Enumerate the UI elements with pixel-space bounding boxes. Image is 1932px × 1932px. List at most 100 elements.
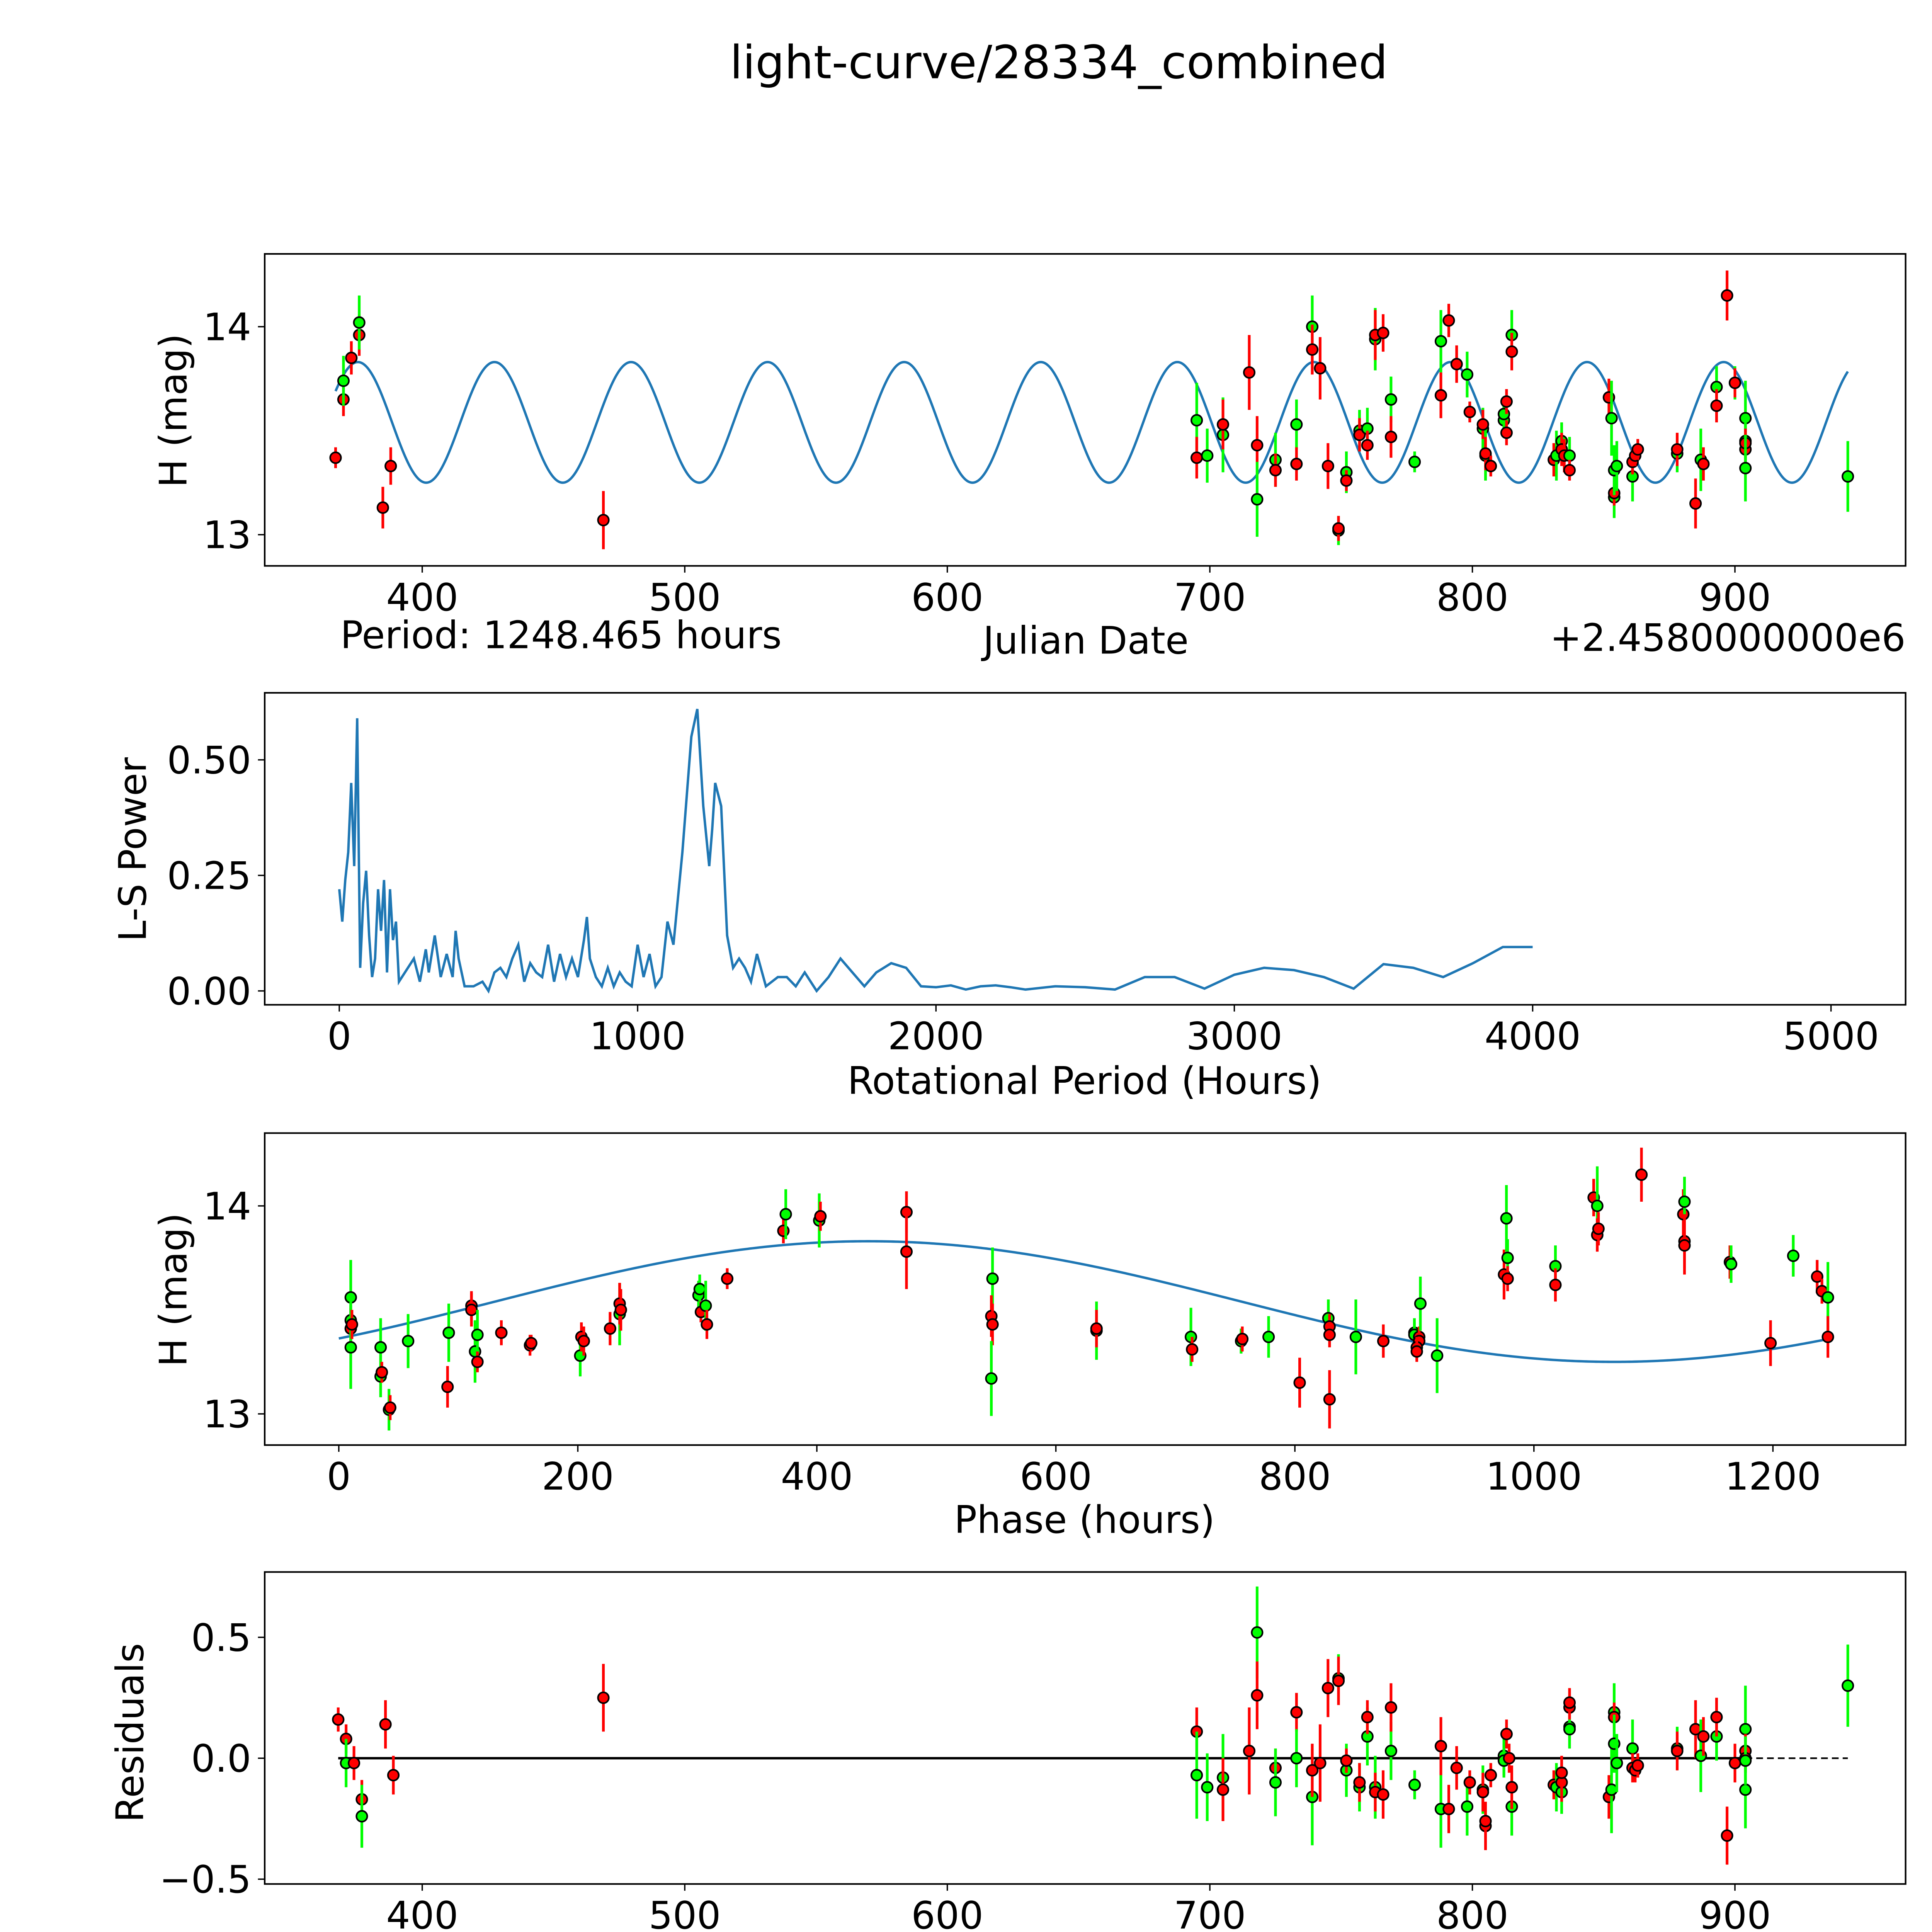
data-point — [701, 1318, 713, 1331]
data-point — [1340, 474, 1353, 487]
lightcurve-ylabel: H (mag) — [151, 333, 196, 487]
data-point — [1678, 1195, 1691, 1208]
y-tick-label: 0.25 — [167, 854, 251, 898]
x-tick-label: 700 — [1174, 576, 1246, 620]
residuals-ylabel: Residuals — [108, 1643, 152, 1822]
data-point — [1605, 412, 1618, 425]
periodogram-xlabel: Rotational Period (Hours) — [847, 1059, 1321, 1103]
plot-frame — [264, 692, 1906, 1006]
data-point — [1321, 460, 1334, 473]
data-point — [1842, 470, 1854, 483]
data-point — [1611, 460, 1623, 473]
data-point — [1306, 1764, 1319, 1777]
data-point — [1410, 1345, 1423, 1358]
model-curve — [338, 1240, 1831, 1363]
data-point — [1728, 1757, 1742, 1769]
data-point — [1505, 345, 1518, 358]
data-point — [355, 1810, 368, 1823]
data-point — [985, 1372, 998, 1385]
data-point — [1321, 1682, 1334, 1694]
data-point — [1434, 335, 1447, 348]
data-point — [1721, 289, 1733, 302]
data-point — [1332, 1674, 1345, 1687]
data-point — [1476, 418, 1489, 431]
data-point — [1269, 1776, 1282, 1789]
x-tick-label: 900 — [1699, 1894, 1771, 1932]
data-point — [577, 1335, 590, 1347]
data-point — [1190, 414, 1203, 427]
x-tick-label: 400 — [781, 1455, 853, 1499]
plot-frame — [264, 1132, 1906, 1446]
data-point — [1434, 389, 1447, 402]
data-point — [1243, 366, 1256, 379]
data-point — [1332, 522, 1345, 535]
lightcurve-panel: H (mag) Julian Date +2.4580000000e6 Peri… — [151, 253, 1906, 663]
data-point — [1501, 1272, 1514, 1285]
data-point — [1290, 1706, 1303, 1719]
x-tick-label: 600 — [1020, 1455, 1092, 1499]
periodogram-panel: L-S Power Rotational Period (Hours) 0 100… — [111, 692, 1906, 1103]
data-point — [1190, 451, 1203, 464]
data-point — [604, 1322, 616, 1335]
data-point — [1479, 1815, 1492, 1828]
data-point — [329, 451, 342, 464]
y-tick-label: −0.5 — [159, 1858, 251, 1902]
x-tick-label: 500 — [649, 1894, 721, 1932]
y-tick-label: 14 — [203, 305, 252, 349]
data-point — [1090, 1322, 1103, 1335]
data-point — [597, 514, 610, 527]
data-point — [1671, 1745, 1684, 1757]
data-point — [471, 1328, 484, 1341]
figure-title: light-curve/28334_combined — [730, 36, 1388, 90]
data-point — [614, 1303, 627, 1316]
data-point — [814, 1210, 827, 1223]
data-point — [1503, 1752, 1515, 1765]
data-point — [1306, 343, 1319, 356]
data-point — [374, 1341, 387, 1354]
data-point — [376, 501, 389, 514]
y-tick-label: 0.0 — [191, 1737, 251, 1781]
x-tick-label: 800 — [1436, 1894, 1509, 1932]
data-point — [1293, 1376, 1306, 1389]
data-point — [1431, 1349, 1444, 1362]
data-point — [384, 1401, 396, 1414]
data-point — [1384, 393, 1397, 406]
data-point — [469, 1345, 481, 1358]
data-point — [1563, 1723, 1576, 1736]
x-tick-label: 3000 — [1186, 1015, 1282, 1059]
plot-frame — [264, 1571, 1906, 1885]
periodogram-ylabel: L-S Power — [111, 757, 155, 942]
power-line — [338, 709, 1533, 994]
data-point — [1697, 1730, 1710, 1743]
data-point — [1442, 314, 1455, 327]
data-point — [1186, 1343, 1199, 1356]
data-point — [1450, 358, 1463, 371]
data-point — [1739, 1754, 1752, 1767]
data-point — [1201, 449, 1214, 462]
data-point — [1728, 376, 1742, 389]
data-point — [1251, 493, 1264, 506]
data-point — [1377, 327, 1389, 339]
data-point — [1739, 1723, 1752, 1736]
data-point — [1408, 1779, 1421, 1791]
data-point — [1479, 447, 1492, 460]
data-point — [1605, 1783, 1618, 1796]
data-point — [1555, 1766, 1568, 1779]
data-point — [1500, 1212, 1513, 1225]
data-point — [1377, 1335, 1390, 1347]
data-point — [1349, 1330, 1362, 1343]
model-curve — [334, 361, 1849, 484]
x-tick-label: 400 — [386, 576, 458, 620]
data-point — [1216, 1783, 1230, 1796]
data-point — [376, 1366, 388, 1379]
data-point — [721, 1272, 734, 1285]
y-tick-label: 0.50 — [167, 738, 251, 782]
x-tick-label: 0 — [327, 1455, 351, 1499]
data-point — [1361, 439, 1374, 452]
x-tick-label: 5000 — [1783, 1015, 1879, 1059]
y-tick-label: 14 — [203, 1185, 252, 1229]
data-point — [1463, 406, 1476, 418]
data-point — [344, 1341, 357, 1354]
data-point — [1631, 443, 1644, 456]
